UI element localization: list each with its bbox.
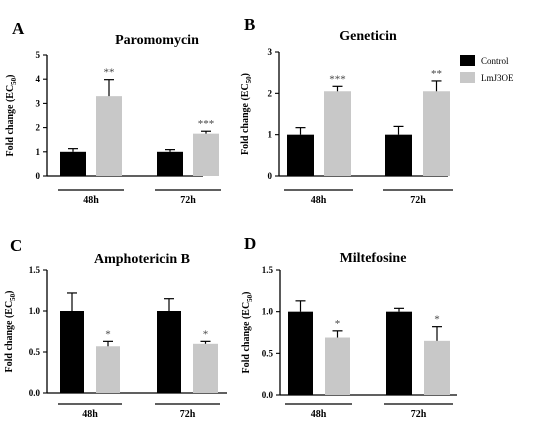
bar-control-72h — [385, 134, 412, 176]
bar-control-48h — [288, 311, 313, 395]
y-axis-label-close: ) — [240, 73, 251, 76]
y-axis-label-main: Fold change (EC — [241, 302, 252, 374]
y-tick-label: 1.0 — [262, 307, 274, 317]
legend-label-control: Control — [481, 56, 509, 66]
panel-letter: A — [12, 19, 25, 38]
y-axis-label-main: Fold change (EC — [5, 85, 16, 157]
y-tick-label: 0.5 — [262, 348, 274, 358]
panel-letter: C — [10, 236, 22, 255]
panel-letter: D — [244, 234, 256, 253]
panel-title: Amphotericin B — [94, 252, 190, 267]
bar-lmj3oe-72h — [193, 343, 218, 393]
bar-lmj3oe-48h — [324, 91, 351, 176]
y-tick-label: 5 — [36, 50, 41, 60]
group-label-72h: 72h — [180, 195, 196, 206]
y-axis-label-main: Fold change (EC — [4, 301, 15, 373]
group-label-72h: 72h — [180, 409, 196, 420]
panel-d: D Miltefosine 0.0 0.5 1.0 1.5 Fold change (EC5… — [241, 234, 457, 420]
y-axis-label: Fold change (EC50) — [4, 290, 17, 372]
legend: Control LmJ3OE — [460, 55, 514, 83]
legend-label-lmj3oe: LmJ3OE — [481, 73, 514, 83]
y-tick-label: 0.0 — [29, 388, 41, 398]
legend-swatch-control — [460, 55, 475, 66]
group-label-72h: 72h — [410, 195, 426, 206]
y-tick-label: 1.5 — [262, 265, 274, 275]
significance-label: * — [203, 328, 209, 340]
y-tick-label: 3 — [268, 47, 273, 57]
significance-label: * — [335, 318, 341, 330]
y-tick-label: 0.0 — [262, 390, 274, 400]
y-tick-label: 0 — [268, 171, 273, 181]
panel-title: Miltefosine — [340, 251, 407, 266]
y-axis-label-close: ) — [5, 74, 16, 77]
y-tick-label: 0.5 — [29, 347, 41, 357]
y-tick-label: 2 — [36, 123, 41, 133]
y-tick-label: 2 — [268, 88, 273, 98]
bar-lmj3oe-48h — [96, 96, 122, 176]
bar-lmj3oe-48h — [96, 346, 120, 393]
y-tick-label: 3 — [36, 98, 41, 108]
y-axis-label-subscript: 50 — [245, 76, 253, 84]
bar-control-72h — [157, 311, 181, 393]
panel-c: C Amphotericin B 0.0 0.5 1.0 1.5 Fold change (… — [4, 236, 227, 420]
y-axis-label: Fold change (EC50) — [5, 74, 18, 156]
y-axis-label-main: Fold change (EC — [240, 83, 251, 155]
y-axis-label-close: ) — [4, 290, 15, 293]
significance-label: ** — [104, 67, 115, 79]
y-tick-label: 1.0 — [29, 306, 41, 316]
bar-lmj3oe-72h — [424, 340, 450, 395]
bar-control-48h — [60, 311, 84, 393]
panel-title: Geneticin — [339, 29, 397, 44]
y-tick-label: 1 — [268, 130, 273, 140]
y-axis-label-close: ) — [241, 291, 252, 294]
group-label-72h: 72h — [411, 409, 427, 420]
y-axis-label-subscript: 50 — [10, 77, 18, 85]
panel-title: Paromomycin — [115, 33, 199, 48]
y-tick-label: 0 — [36, 171, 41, 181]
bar-control-48h — [287, 134, 314, 176]
group-label-48h: 48h — [311, 195, 327, 206]
significance-label: *** — [329, 73, 346, 85]
significance-label: *** — [198, 118, 215, 130]
group-label-48h: 48h — [83, 195, 99, 206]
legend-swatch-lmj3oe — [460, 72, 475, 83]
bar-control-72h — [386, 311, 412, 395]
bar-lmj3oe-72h — [193, 133, 219, 176]
y-axis-label-subscript: 50 — [246, 294, 254, 302]
significance-label: * — [434, 314, 440, 326]
group-label-48h: 48h — [311, 409, 327, 420]
bar-control-72h — [157, 151, 183, 176]
y-axis-label: Fold change (EC50) — [241, 291, 254, 373]
significance-label: * — [105, 328, 111, 340]
panel-letter: B — [244, 15, 255, 34]
y-axis-label: Fold change (EC50) — [240, 73, 253, 155]
bar-lmj3oe-72h — [423, 91, 450, 176]
y-tick-label: 1 — [36, 147, 41, 157]
y-axis-label-subscript: 50 — [9, 293, 17, 301]
y-tick-label: 1.5 — [29, 265, 41, 275]
bar-control-48h — [60, 151, 86, 176]
group-label-48h: 48h — [82, 409, 98, 420]
significance-label: ** — [431, 68, 442, 80]
bar-lmj3oe-48h — [325, 337, 350, 395]
y-tick-label: 4 — [36, 74, 41, 84]
